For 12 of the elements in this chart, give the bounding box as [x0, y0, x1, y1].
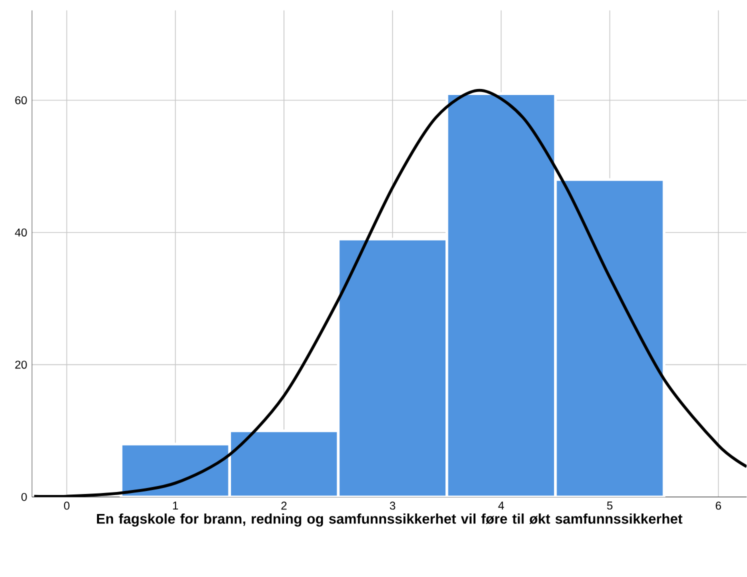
x-tick-label: 1: [173, 502, 178, 510]
y-tick-label: 20: [15, 360, 27, 369]
x-tick-label: 4: [498, 502, 504, 510]
y-tick-label: 60: [15, 96, 27, 104]
x-tick-label: 5: [607, 502, 612, 510]
y-tick-label: 40: [14, 228, 27, 237]
x-tick-label: 3: [390, 502, 396, 510]
x-tick-label: 6: [716, 502, 722, 510]
y-tick-label: 0: [21, 492, 27, 501]
x-tick-label: 0: [64, 502, 70, 510]
x-tick-label: 2: [281, 502, 287, 510]
x-axis-title: En fagskole for brann, redning og samfunnssikkerhet vil føre til økt samfunnssikkerhet: [96, 514, 682, 527]
